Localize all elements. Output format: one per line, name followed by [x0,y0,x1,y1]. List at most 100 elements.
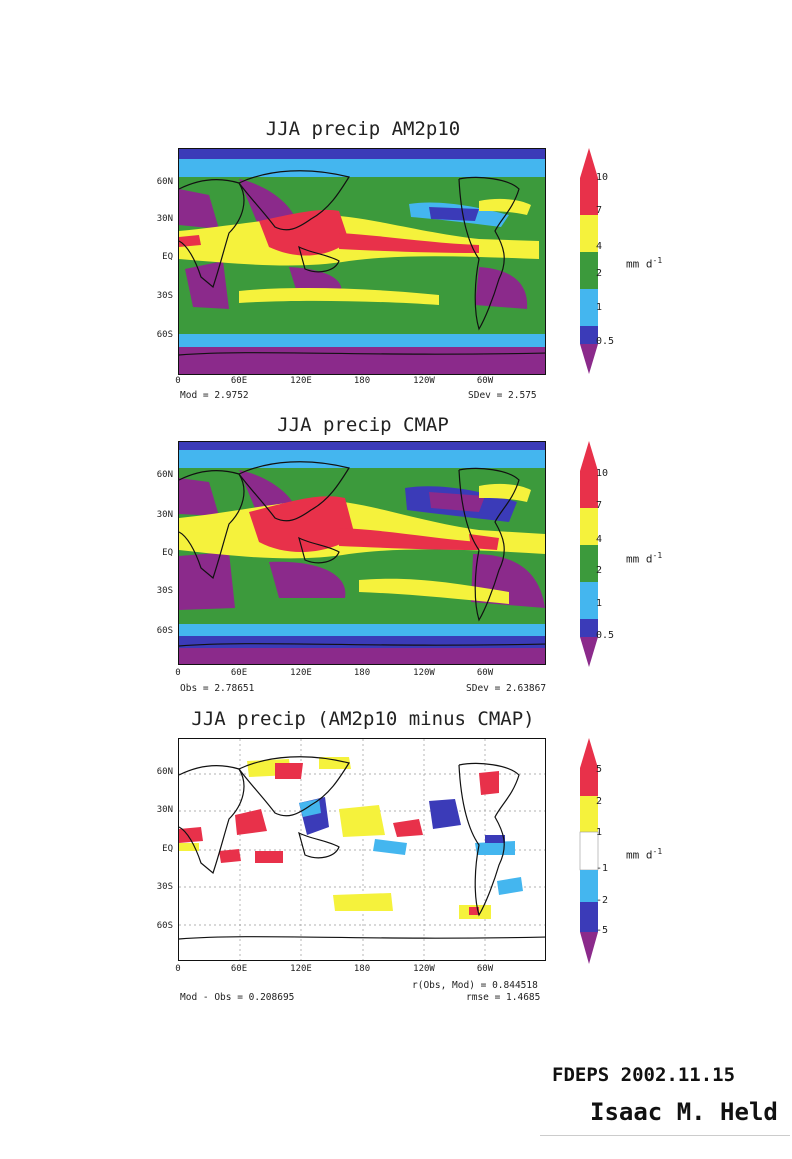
panel2-map [178,441,546,665]
monsoon2-red [249,496,355,553]
dry-south-east-pacific [475,267,528,309]
cbar3-bottom [580,932,598,964]
monsoon-red [259,209,349,256]
panel2-stat-right: SDev = 2.63867 [466,683,547,694]
anom-cyan-satl [497,877,523,895]
cbar1-blue [580,326,598,344]
north-storm-track [479,198,531,215]
panel3-ytick-2: EQ [162,844,173,854]
band-antarctic [179,347,545,374]
panel3-map [178,738,546,961]
panel3-xtick-2: 120E [290,964,312,974]
panel3-units-exp: -1 [652,847,663,856]
panel1-xtick-1: 60E [230,376,248,386]
panel3-cbar-label-3: -1 [596,863,609,874]
panel1-map [178,148,546,375]
panel1-cbar-label-4: 1 [596,302,603,313]
band-north-cyan [179,159,545,177]
panel1-cbar-label-2: 4 [596,241,603,252]
panel1-ytick-4: 60S [156,330,173,340]
panel1-ytick-3: 30S [156,291,173,301]
dry-south-atl [185,261,229,309]
panel1-xtick-5: 60W [476,376,494,386]
panel1-cbar-label-3: 2 [596,268,603,279]
panel2-cbar-label-1: 7 [596,500,603,511]
cbar2-bottom [580,637,598,667]
anom-yellow-2 [319,757,351,769]
panel3-units: mm d-1 [626,847,662,862]
panel1-cbar-label-5: 0.5 [596,336,615,347]
cbar2-yellow [580,508,598,545]
panel1-xtick-4: 120W [413,376,435,386]
cbar1-bottom [580,344,598,374]
panel3-title: JJA precip (AM2p10 minus CMAP) [191,708,535,730]
cbar2-green [580,545,598,582]
panel3-ytick-4: 60S [156,921,173,931]
panel2-xtick-2: 120E [290,668,312,678]
panel3-colorbar [579,738,599,964]
panel2-ytick-4: 60S [156,626,173,636]
cbar3-red [580,768,598,796]
panel3-cbar-label-0: 5 [596,764,603,775]
north2-storm-track [479,483,531,502]
panel3-ytick-3: 30S [156,882,173,892]
panel1-units-text: mm d [626,257,653,271]
dry2-south-indian [269,561,346,598]
anom-cyan-amazon [475,841,515,855]
panel1-stat-right: SDev = 2.575 [468,390,537,401]
cbar1-top [580,148,598,178]
band-arctic-dry [179,149,545,159]
anom-yellow-south [333,893,393,911]
cbar3-blue [580,902,598,932]
panel3-stat-right2: rmse = 1.4685 [466,992,541,1003]
panel2-map-svg [179,442,545,664]
panel1-ytick-0: 60N [156,177,173,187]
divider [540,1135,790,1136]
panel1-ytick-1: 30N [156,214,173,224]
anom-red-namerica [479,771,499,795]
panel2-ytick-0: 60N [156,470,173,480]
dry2-north-atl [179,478,219,516]
panel3-cbar-label-2: 1 [596,827,603,838]
panel2-xtick-1: 60E [230,668,248,678]
panel3-xtick-1: 60E [230,964,248,974]
panel2-xtick-0: 0 [175,668,181,678]
anom-cyan-bay [299,799,321,817]
panel3-ytick-1: 30N [156,805,173,815]
panel1-cbar-label-1: 7 [596,205,603,216]
panel3-stat-left: Mod - Obs = 0.208695 [180,992,295,1003]
panel3-xtick-0: 0 [175,964,181,974]
dry-north-atl [179,189,219,229]
panel2-xtick-3: 180 [353,668,371,678]
anom-red-indian [255,851,283,863]
panel2-cbar-label-4: 1 [596,598,603,609]
panel1-cbar-label-0: 10 [596,172,609,183]
panel3-cbar-label-1: 2 [596,796,603,807]
cbar3-yellow [580,796,598,832]
anom-red-sam [469,907,479,915]
panel3-xtick-4: 120W [413,964,435,974]
panel1-coastlines [179,170,545,356]
panel1-units: mm d-1 [626,256,662,271]
panel1-xtick-3: 180 [353,376,371,386]
panel3-cbar-label-5: -5 [596,925,609,936]
anom-yellow-wpac [339,805,385,837]
panel1-units-exp: -1 [652,256,663,265]
panel2-title: JJA precip CMAP [277,414,449,436]
panel2-units-exp: -1 [652,551,663,560]
cbar3-top [580,738,598,768]
anom-red-arabia [235,809,267,835]
panel1-ytick-2: EQ [162,252,173,262]
panel2-coastlines [179,461,545,647]
panel1-title: JJA precip AM2p10 [265,118,461,140]
panel1-map-svg [179,149,545,374]
anom-red-cpac [393,819,423,837]
dry2-north-pacific-core [429,492,485,512]
itcz-pacific-red [339,233,479,253]
panel2-cbar-label-3: 2 [596,565,603,576]
panel2-units: mm d-1 [626,551,662,566]
anom-cyan-pac [373,839,407,855]
cbar2-red [580,471,598,508]
panel2-colorbar [580,441,598,667]
band2-antarctic [179,648,545,664]
